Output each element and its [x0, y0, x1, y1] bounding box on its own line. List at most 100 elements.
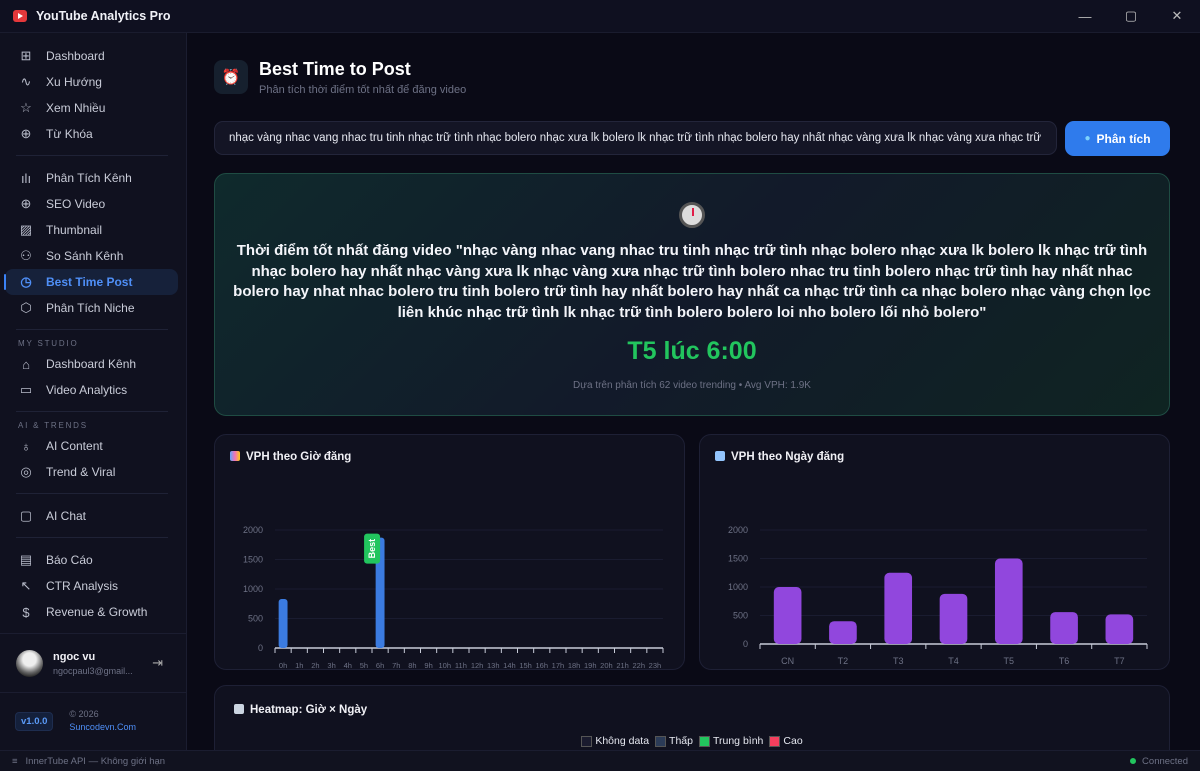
sidebar-item-best-time-post[interactable]: ◷ Best Time Post: [4, 269, 178, 295]
divider: [16, 411, 168, 412]
page-subtitle: Phân tích thời điểm tốt nhất để đăng vid…: [259, 84, 467, 96]
bar: [1105, 614, 1134, 644]
maximize-button[interactable]: ▢: [1124, 8, 1138, 23]
search-plus-icon: ⊕: [20, 126, 32, 141]
bar: [1050, 612, 1078, 644]
sidebar-item-label: Báo Cáo: [46, 553, 93, 567]
x-tick-label: 23h: [649, 661, 662, 670]
y-tick-label: 1500: [243, 555, 263, 565]
user-name: ngoc vu: [53, 650, 96, 663]
sidebar-item-b-o-c-o[interactable]: ▤ Báo Cáo: [5, 547, 178, 573]
status-bar: ≡ InnerTube API — Không giới hạn Connect…: [0, 750, 1200, 771]
best-label: Best: [367, 539, 377, 559]
bar: [884, 572, 913, 644]
divider: [16, 493, 168, 494]
sidebar-item-t-kh-a[interactable]: ⊕ Từ Khóa: [5, 121, 178, 147]
chart-title: VPH theo Giờ đăng: [246, 451, 352, 463]
divider: [16, 329, 168, 330]
vph-by-day-card: 0 500 1000 1500 2000 CN T2 T3 T4 T5 T6 T7 VPH theo …: [699, 434, 1170, 670]
vph-by-hour-chart: 0 500 1000 1500 2000 0h 1h 2h 3h 4h 5h 6h 7h 8h 9h 10h 1…: [243, 525, 664, 670]
y-tick-label: 2000: [728, 525, 748, 535]
sidebar-item-ph-n-t-ch-k-nh[interactable]: ılı Phân Tích Kênh: [5, 165, 178, 191]
sidebar-item-label: SEO Video: [46, 197, 106, 211]
legend-swatch: [581, 735, 593, 747]
calendar-icon: [234, 704, 244, 714]
x-tick-label: 18h: [568, 661, 581, 670]
sidebar-item-ph-n-t-ch-niche[interactable]: ⬡ Phân Tích Niche: [5, 295, 178, 321]
chat-icon: ▢: [19, 508, 33, 523]
logout-icon[interactable]: ⇥: [152, 655, 163, 670]
x-tick-label: CN: [781, 656, 794, 666]
sidebar-item-label: Revenue & Growth: [46, 605, 148, 619]
y-tick-label: 1000: [243, 584, 263, 594]
clock-icon: ◷: [20, 274, 32, 289]
bar: [278, 599, 288, 648]
video-icon: ▭: [19, 382, 33, 397]
sidebar-item-dashboard[interactable]: ⊞ Dashboard: [5, 43, 178, 69]
section-label: AI & TRENDS: [18, 421, 88, 430]
sidebar-item-label: Best Time Post: [46, 275, 133, 289]
bar: [375, 537, 385, 648]
home-icon: ⌂: [22, 356, 30, 372]
chart-title: VPH theo Ngày đăng: [731, 451, 845, 463]
y-tick-label: 1000: [728, 582, 748, 592]
site-link[interactable]: Suncodevn.Com: [69, 722, 136, 732]
page-title: Best Time to Post: [259, 59, 411, 79]
x-tick-label: T7: [1114, 656, 1125, 666]
sidebar-item-so-s-nh-k-nh[interactable]: ⚇ So Sánh Kênh: [5, 243, 178, 269]
y-tick-label: 0: [258, 643, 263, 653]
x-tick-label: T6: [1059, 656, 1070, 666]
x-tick-label: 14h: [503, 661, 516, 670]
y-tick-label: 1500: [728, 554, 748, 564]
sidebar-item-trend-viral[interactable]: ◎ Trend & Viral: [5, 459, 178, 485]
vph-by-day-chart: 0 500 1000 1500 2000 CN T2 T3 T4 T5 T6 T7: [728, 525, 1148, 666]
sidebar-item-revenue-growth[interactable]: $ Revenue & Growth: [5, 599, 178, 625]
sidebar-item-label: So Sánh Kênh: [46, 249, 124, 263]
search-plus-icon: ⊕: [20, 196, 32, 211]
x-tick-label: 15h: [519, 661, 532, 670]
grid-icon: ⊞: [20, 48, 32, 63]
sidebar-item-ctr-analysis[interactable]: ↖ CTR Analysis: [5, 573, 178, 599]
sidebar-item-ai-content[interactable]: ♁ AI Content: [5, 433, 178, 459]
close-button[interactable]: ✕: [1171, 8, 1183, 23]
sidebar-item-label: CTR Analysis: [46, 579, 119, 593]
sidebar-item-thumbnail[interactable]: ▨ Thumbnail: [5, 217, 178, 243]
x-tick-label: T5: [1004, 656, 1015, 666]
x-tick-label: 13h: [487, 661, 500, 670]
result-note: Dựa trên phân tích 62 video trending • A…: [573, 380, 811, 391]
bar-chart-icon: [230, 451, 240, 461]
legend-swatch: [698, 735, 710, 747]
sidebar-item-label: Video Analytics: [46, 383, 128, 397]
sidebar-item-label: Dashboard: [46, 49, 105, 63]
legend-item: Không data: [581, 735, 649, 747]
x-tick-label: 10h: [438, 661, 451, 670]
heatmap-legend: Không data Thấp Trung bình Cao: [215, 735, 1169, 747]
lightbulb-icon: ♁: [21, 438, 31, 454]
sidebar-item-label: Từ Khóa: [46, 127, 93, 141]
analyze-button[interactable]: ● Phân tích: [1065, 121, 1170, 156]
legend-swatch: [769, 735, 781, 747]
sidebar-item-seo-video[interactable]: ⊕ SEO Video: [5, 191, 178, 217]
sidebar-item-xem-nhi-u[interactable]: ☆ Xem Nhiều: [5, 95, 178, 121]
x-tick-label: 11h: [455, 661, 467, 670]
y-tick-label: 500: [733, 611, 748, 621]
sidebar-item-xu-h-ng[interactable]: ∿ Xu Hướng: [5, 69, 178, 95]
sidebar-item-dashboard-k-nh[interactable]: ⌂ Dashboard Kênh: [5, 351, 178, 377]
dollar-icon: $: [22, 604, 30, 620]
avatar: [16, 649, 43, 677]
sidebar-item-ai-chat[interactable]: ▢ AI Chat: [5, 503, 178, 529]
minimize-button[interactable]: —: [1078, 8, 1092, 24]
vph-by-hour-card: 0 500 1000 1500 2000 0h 1h 2h 3h 4h 5h 6h 7h 8h 9h 10h 1…: [214, 434, 685, 670]
x-tick-label: 3h: [327, 661, 335, 670]
sidebar: ⊞ Dashboard ∿ Xu Hướng ☆ Xem Nhiều ⊕ Từ Khóa ılı…: [0, 33, 187, 750]
api-status: InnerTube API — Không giới hạn: [25, 755, 166, 767]
connected-dot-icon: [1130, 758, 1137, 764]
bar: [829, 621, 857, 644]
user-plus-icon: ⚇: [20, 248, 32, 263]
divider: [16, 537, 168, 538]
sidebar-item-label: Phân Tích Niche: [46, 301, 135, 315]
user-email: ngocpaul3@gmail...: [53, 665, 133, 676]
x-tick-label: 4h: [344, 661, 352, 670]
sidebar-item-video-analytics[interactable]: ▭ Video Analytics: [5, 377, 178, 403]
keyword-input[interactable]: [214, 121, 1057, 155]
